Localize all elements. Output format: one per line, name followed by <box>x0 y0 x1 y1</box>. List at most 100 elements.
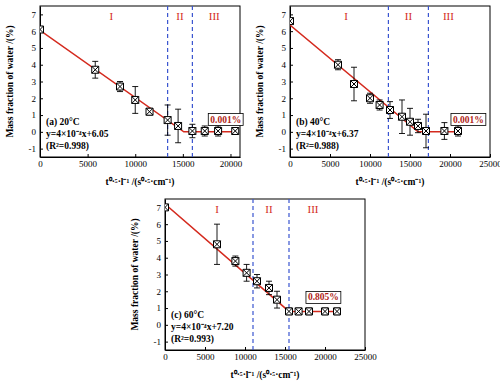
y-tick-label: -1 <box>154 337 162 347</box>
y-tick: 3 <box>157 270 169 280</box>
legend-text: (R²=0.998) <box>46 141 89 152</box>
data-point <box>146 108 153 115</box>
y-tick: 6 <box>32 27 44 37</box>
error-bar <box>335 60 341 70</box>
y-tick-mark <box>165 342 168 343</box>
y-tick: 7 <box>32 10 44 20</box>
error-bar <box>274 291 280 308</box>
annotation-label: 0.805% <box>308 292 339 302</box>
y-tick-mark <box>165 224 168 225</box>
x-tick-mark <box>490 154 491 157</box>
data-point <box>334 308 341 315</box>
legend-text: (R²=0.988) <box>296 141 339 152</box>
y-tick-mark <box>40 14 43 15</box>
y-axis-title: Mass fraction of water /(%) <box>130 218 141 330</box>
x-tick-label: 15000 <box>172 159 195 169</box>
region-boundary <box>252 199 253 350</box>
x-tick-mark <box>183 154 184 157</box>
legend-text: (c) 60°C <box>171 310 204 321</box>
error-bar <box>322 308 328 315</box>
x-tick-mark <box>410 154 411 157</box>
x-tick: 25000 <box>354 347 377 362</box>
y-axis-title: Mass fraction of water /(%) <box>5 25 16 137</box>
legend-text: y=4×10⁻⁴x+7.20 <box>171 322 234 332</box>
data-point <box>132 96 139 103</box>
data-point <box>455 127 462 134</box>
y-tick-mark <box>290 132 293 133</box>
panel: 0500010000150002000025000-101234567t⁰·⁵·… <box>255 6 500 188</box>
panel: 0500010000150002000025000-101234567t⁰·⁵·… <box>130 199 377 381</box>
fit-line <box>40 30 235 132</box>
y-tick-label: 5 <box>32 43 37 53</box>
x-tick: 10000 <box>234 347 257 362</box>
fit-line <box>290 25 458 132</box>
data-point <box>117 83 124 90</box>
data-point <box>164 117 171 124</box>
y-tick-label: 6 <box>282 27 287 37</box>
y-tick-mark <box>40 149 43 150</box>
y-axis-title: Mass fraction of water /(%) <box>255 25 266 137</box>
x-tick-label: 15000 <box>274 352 297 362</box>
chart-root: 05000100001500020000-101234567t⁰·⁵·l⁻¹ /… <box>0 0 500 387</box>
data-point <box>407 118 414 125</box>
error-bar <box>351 67 357 101</box>
y-tick-mark <box>40 132 43 133</box>
data-point <box>165 204 169 211</box>
data-point <box>274 296 281 303</box>
y-tick-label: -1 <box>29 144 37 154</box>
y-tick: 5 <box>157 236 169 246</box>
y-tick-label: 1 <box>157 303 162 313</box>
y-tick: 3 <box>282 77 294 87</box>
error-bar <box>455 126 461 136</box>
y-tick: 3 <box>32 77 44 87</box>
y-tick-label: 5 <box>282 43 287 53</box>
error-bar <box>407 108 413 135</box>
y-tick-mark <box>290 31 293 32</box>
y-tick-mark <box>40 82 43 83</box>
error-bar <box>147 108 153 115</box>
y-tick-label: 0 <box>157 320 162 330</box>
y-tick-mark <box>290 65 293 66</box>
y-tick-mark <box>40 98 43 99</box>
plot-frame <box>40 6 240 157</box>
y-tick: 5 <box>32 43 44 53</box>
annotation-box <box>451 114 486 126</box>
x-axis: 0500010000150002000025000 <box>163 347 377 362</box>
x-tick-label: 5000 <box>79 159 98 169</box>
x-axis-title: t⁰·⁵·l⁻¹ /(s⁰·⁵·cm⁻¹) <box>230 369 299 381</box>
data-point <box>266 284 273 291</box>
x-tick-mark <box>325 347 326 350</box>
x-tick: 5000 <box>322 154 341 169</box>
plot-frame <box>290 6 490 157</box>
error-bar <box>215 126 221 136</box>
legend-text: (a) 20°C <box>46 117 80 128</box>
y-tick: 0 <box>32 127 44 137</box>
y-axis: -101234567 <box>154 200 169 351</box>
y-tick-label: -1 <box>279 144 287 154</box>
x-axis-title: t⁰·⁵·l⁻¹ /(s⁰·⁵·cm⁻¹) <box>105 176 174 188</box>
data-point <box>322 308 329 315</box>
x-tick-label: 10000 <box>124 159 147 169</box>
error-bar <box>189 124 195 137</box>
error-bar <box>254 275 260 288</box>
y-tick-mark <box>290 14 293 15</box>
y-tick-label: 2 <box>32 94 37 104</box>
error-bar <box>296 308 302 315</box>
y-tick-mark <box>290 98 293 99</box>
y-tick-mark <box>165 325 168 326</box>
data-point <box>243 269 250 276</box>
y-axis: -101234567 <box>29 7 44 158</box>
region-label: III <box>308 203 319 215</box>
data-point <box>306 308 313 315</box>
data-point <box>351 81 358 88</box>
data-point <box>376 101 383 108</box>
x-axis-line <box>166 350 366 351</box>
y-tick-mark <box>290 48 293 49</box>
data-point <box>201 127 208 134</box>
y-tick-mark <box>40 115 43 116</box>
plot-area <box>290 6 462 157</box>
y-tick-label: 7 <box>157 203 162 213</box>
error-bar <box>399 100 405 134</box>
x-tick: 10000 <box>359 154 382 169</box>
plot-area <box>165 199 341 350</box>
